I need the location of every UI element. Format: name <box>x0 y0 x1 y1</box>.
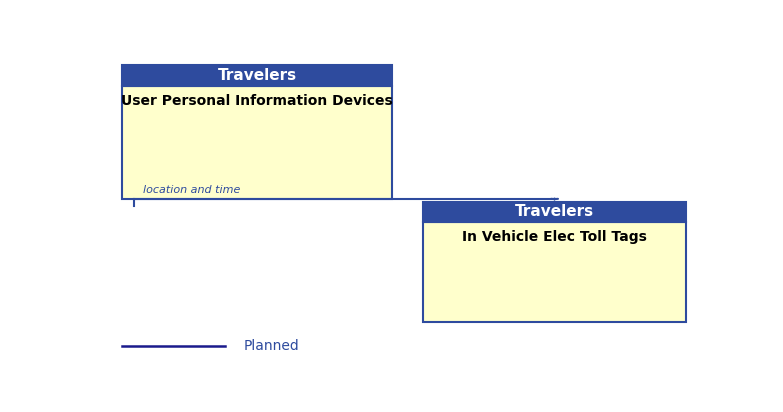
Bar <box>122 66 392 86</box>
Bar <box>122 86 392 199</box>
Text: location and time: location and time <box>143 185 240 195</box>
Text: Travelers: Travelers <box>515 204 594 220</box>
Text: Planned: Planned <box>244 339 299 353</box>
Text: Travelers: Travelers <box>218 68 297 83</box>
Text: User Personal Information Devices: User Personal Information Devices <box>121 94 393 108</box>
Bar <box>423 202 687 222</box>
Text: In Vehicle Elec Toll Tags: In Vehicle Elec Toll Tags <box>462 230 647 244</box>
Bar <box>423 222 687 322</box>
